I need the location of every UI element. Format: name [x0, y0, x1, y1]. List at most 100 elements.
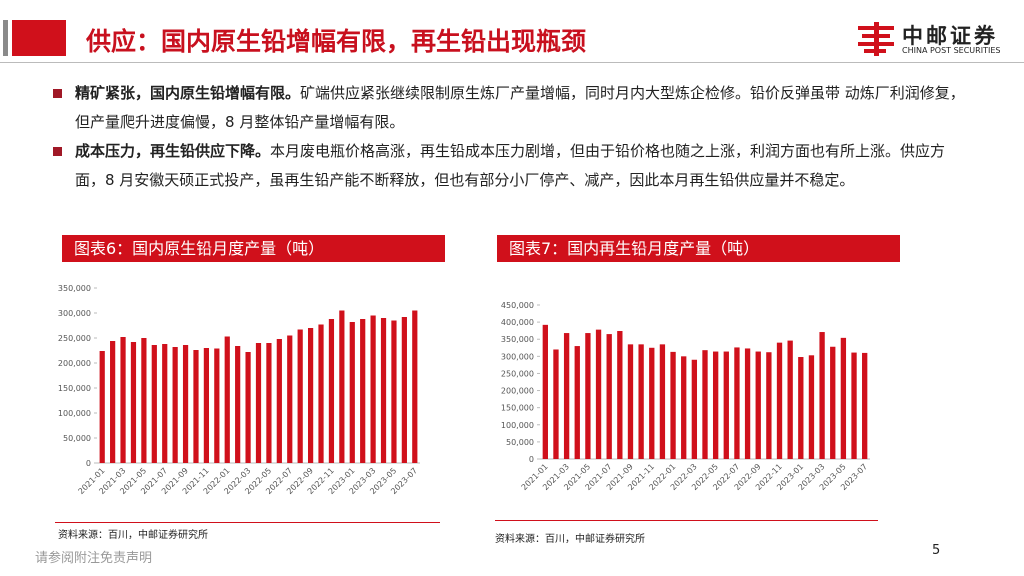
- y-tick-label: 300,000: [58, 309, 91, 318]
- bar: [349, 322, 355, 463]
- logo-cn: 中邮证券: [902, 24, 998, 48]
- y-tick-label: 300,000: [501, 352, 534, 361]
- bullet-bold: 精矿紧张，国内原生铅增幅有限。: [75, 84, 301, 102]
- bar: [276, 339, 282, 463]
- y-tick-label: 50,000: [63, 434, 91, 443]
- source: 资料来源：百川，中邮证券研究所: [495, 534, 645, 545]
- chart-title: 图表6：国内原生铅月度产量（吨）: [62, 235, 445, 262]
- y-tick-label: 250,000: [501, 369, 534, 378]
- bar: [627, 344, 634, 459]
- y-tick-label: 50,000: [506, 438, 534, 447]
- bar: [787, 340, 793, 459]
- bar: [585, 333, 591, 459]
- bar: [141, 338, 147, 463]
- bar: [659, 344, 666, 459]
- bar: [819, 332, 825, 459]
- bar: [412, 310, 418, 463]
- divider: [0, 62, 1024, 63]
- y-tick-label: 200,000: [58, 359, 91, 368]
- bullet-bold: 成本压力，再生铅供应下降。: [75, 142, 271, 160]
- bar: [702, 350, 708, 459]
- bar: [328, 319, 335, 463]
- accent-block: [12, 20, 66, 56]
- bar: [563, 333, 570, 459]
- bar: [712, 351, 719, 459]
- bar: [99, 351, 105, 463]
- bar: [151, 345, 157, 463]
- bar: [755, 351, 761, 459]
- slide-title: 供应：国内原生铅增幅有限，再生铅出现瓶颈: [86, 27, 587, 56]
- bar: [744, 348, 751, 459]
- bar: [617, 331, 623, 459]
- y-tick-label: 350,000: [501, 335, 534, 344]
- y-tick-label: 150,000: [501, 404, 534, 413]
- bar: [595, 329, 602, 459]
- y-tick-label: 0: [529, 455, 534, 464]
- bar: [723, 351, 729, 459]
- bar: [224, 336, 230, 463]
- chart-title: 图表7：国内再生铅月度产量（吨）: [497, 235, 900, 262]
- bar: [830, 346, 836, 459]
- bar: [851, 352, 857, 459]
- bar: [287, 335, 293, 463]
- bar: [401, 317, 407, 463]
- source-rule: [495, 520, 878, 521]
- bullet-text: 矿端供应紧张继续限制原生炼厂产量增幅，同时月内大型炼企检修。铅价反弹虽带 动炼厂…: [75, 84, 965, 131]
- bar: [182, 345, 189, 463]
- bar: [162, 344, 168, 463]
- y-tick-label: 100,000: [501, 421, 534, 430]
- source: 资料来源：百川，中邮证券研究所: [58, 530, 208, 541]
- accent-bar: [3, 20, 8, 56]
- bar: [542, 324, 548, 459]
- y-tick-label: 0: [86, 459, 91, 468]
- bar: [391, 320, 397, 463]
- bar: [862, 352, 868, 459]
- bar: [110, 341, 116, 463]
- bar: [649, 347, 655, 459]
- logo-icon: [858, 22, 894, 56]
- bar: [203, 348, 210, 463]
- bar: [776, 342, 783, 459]
- bar: [214, 348, 220, 463]
- bar: [120, 337, 126, 463]
- bullet: 精矿紧张，国内原生铅增幅有限。矿端供应紧张继续限制原生炼厂产量增幅，同时月内大型…: [53, 79, 975, 137]
- bar: [553, 349, 559, 459]
- bar: [681, 356, 687, 459]
- bar: [380, 318, 387, 463]
- bar: [318, 324, 324, 463]
- y-tick-label: 200,000: [501, 387, 534, 396]
- bar: [808, 355, 815, 459]
- bar: [297, 329, 303, 463]
- bar: [574, 346, 580, 459]
- bullet: 成本压力，再生铅供应下降。本月废电瓶价格高涨，再生铅成本压力剧增，但由于铅价格也…: [53, 137, 975, 195]
- bar: [691, 359, 698, 459]
- disclaimer: 请参阅附注免责声明: [35, 551, 153, 566]
- page-number: 5: [932, 543, 941, 558]
- bar: [606, 334, 612, 459]
- bar: [734, 347, 740, 459]
- bar: [766, 352, 772, 459]
- bar: [370, 315, 376, 463]
- source-rule: [55, 522, 440, 523]
- y-tick-label: 350,000: [58, 284, 91, 293]
- bullet-text: 本月废电瓶价格高涨，再生铅成本压力剧增，但由于铅价格也随之上涨，利润方面也有所上…: [75, 142, 946, 189]
- bar: [798, 357, 804, 459]
- bar: [255, 343, 262, 463]
- bar: [339, 310, 345, 463]
- y-tick-label: 400,000: [501, 318, 534, 327]
- bar: [235, 346, 241, 463]
- y-tick-label: 100,000: [58, 409, 91, 418]
- y-tick-label: 450,000: [501, 301, 534, 310]
- bar: [130, 342, 137, 463]
- y-tick-label: 250,000: [58, 334, 91, 343]
- bar: [193, 350, 199, 463]
- bar: [638, 344, 644, 459]
- bar: [245, 352, 251, 463]
- y-tick-label: 150,000: [58, 384, 91, 393]
- bar: [670, 351, 676, 459]
- bar: [360, 319, 366, 463]
- bar: [266, 343, 272, 463]
- bar: [307, 328, 314, 463]
